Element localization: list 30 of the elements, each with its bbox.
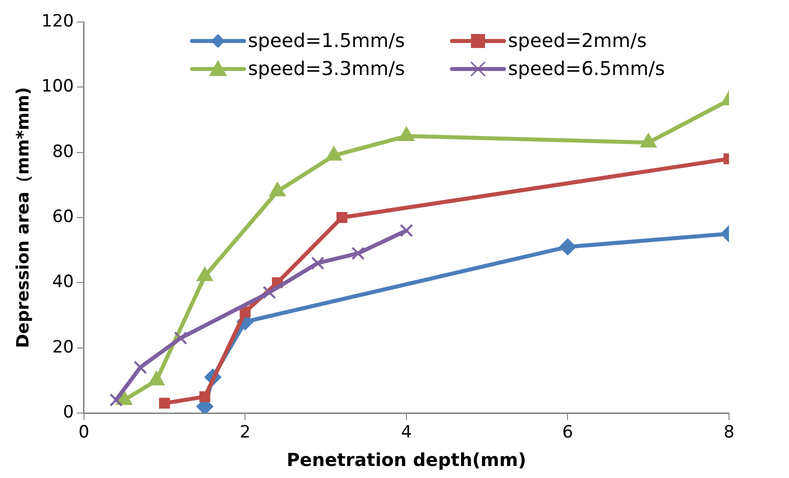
point — [134, 360, 147, 374]
legend-label: speed=3.3mm/s — [248, 58, 405, 80]
point — [336, 212, 348, 223]
y-tick-label: 40 — [52, 272, 74, 292]
x-tick-label: 4 — [401, 422, 412, 443]
point — [109, 393, 123, 407]
point — [199, 391, 210, 402]
y-tick-label: 100 — [41, 76, 74, 97]
y-tick-label: 80 — [52, 142, 74, 162]
y-tick-label: 0 — [63, 402, 74, 422]
point — [351, 246, 365, 260]
x-tick-label: 6 — [562, 422, 574, 443]
point — [240, 306, 251, 318]
y-axis-title: Depression area（mm*mm) — [14, 87, 34, 348]
legend-label: speed=2mm/s — [508, 30, 647, 52]
x-axis-title: Penetration depth(mm) — [286, 450, 526, 471]
x-tick-label: 2 — [240, 422, 251, 443]
y-tick-label: 60 — [52, 206, 74, 227]
y-tick-label: 20 — [52, 337, 74, 358]
x-tick-label: 0 — [78, 422, 90, 443]
x-tick-label: 8 — [724, 422, 734, 443]
y-tick-label: 120 — [41, 11, 74, 32]
point — [159, 398, 170, 409]
point — [400, 224, 414, 238]
point — [174, 331, 188, 345]
legend-label: speed=6.5mm/s — [508, 58, 665, 80]
point — [262, 286, 276, 300]
legend-label: speed=1.5mm/s — [248, 30, 405, 52]
point — [311, 256, 324, 270]
point — [559, 238, 576, 256]
